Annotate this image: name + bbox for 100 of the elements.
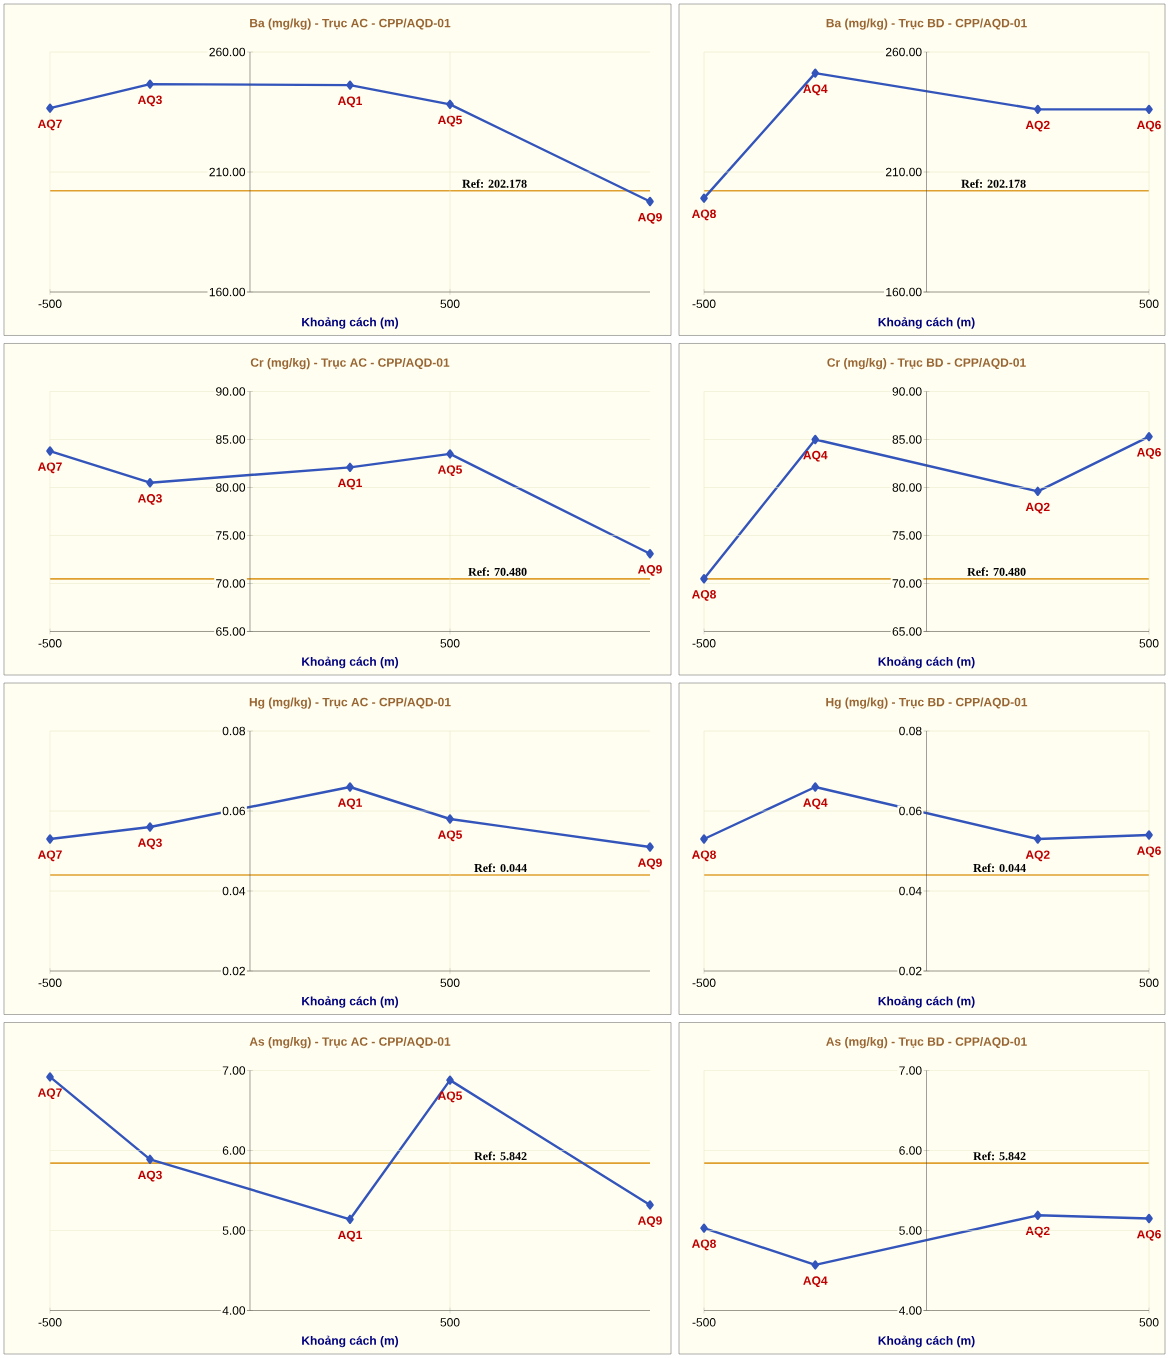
y-tick-label: 75.00 bbox=[216, 531, 246, 540]
annotation: AQ1 bbox=[337, 96, 362, 108]
point bbox=[811, 1260, 820, 1270]
x-tick-label: 500 bbox=[440, 299, 460, 309]
annotation: AQ4 bbox=[803, 1276, 828, 1288]
x-tick-label: 500 bbox=[1139, 1318, 1159, 1327]
point bbox=[811, 68, 820, 78]
point bbox=[46, 446, 54, 456]
y-tick-label: 0.02 bbox=[222, 966, 245, 976]
y-tick-label: 65.00 bbox=[892, 627, 922, 636]
ref-line-label: Ref: 70.480 bbox=[967, 567, 1026, 576]
annotation: AQ1 bbox=[337, 1230, 362, 1242]
chart-title: Cr (mg/kg) - Trục AC - CPP/AQD-01 bbox=[250, 357, 450, 370]
x-axis-title: Khoảng cách (m) bbox=[878, 317, 975, 329]
annotation: AQ5 bbox=[437, 465, 462, 477]
point bbox=[446, 814, 454, 824]
point bbox=[1033, 834, 1042, 844]
y-tick-label: 260.00 bbox=[885, 47, 922, 57]
x-axis-title: Khoảng cách (m) bbox=[302, 317, 399, 329]
y-tick-label: 0.04 bbox=[222, 886, 246, 896]
x-tick-label: 500 bbox=[440, 978, 460, 988]
x-axis-title: Khoảng cách (m) bbox=[302, 1335, 399, 1348]
point bbox=[811, 434, 820, 445]
x-axis-title: Khoảng cách (m) bbox=[302, 996, 399, 1008]
point bbox=[46, 1072, 54, 1082]
y-tick-label: 4.00 bbox=[222, 1306, 246, 1315]
chart-title: Hg (mg/kg) - Trục AC - CPP/AQD-01 bbox=[249, 697, 451, 709]
x-tick-label: 500 bbox=[440, 1318, 460, 1327]
annotation: AQ2 bbox=[1025, 502, 1050, 514]
point bbox=[146, 79, 154, 89]
annotation: AQ7 bbox=[37, 119, 62, 131]
point bbox=[346, 80, 354, 90]
ref-line-label: Ref: 202.178 bbox=[961, 179, 1026, 188]
y-tick-label: 210.00 bbox=[209, 167, 246, 177]
point bbox=[1145, 1213, 1153, 1224]
ref-line-label: Ref: 5.842 bbox=[474, 1151, 527, 1161]
annotation: AQ3 bbox=[137, 1170, 162, 1182]
point bbox=[1145, 830, 1153, 840]
y-tick-label: 0.06 bbox=[222, 806, 246, 816]
annotation: AQ9 bbox=[637, 212, 662, 224]
point bbox=[346, 1214, 354, 1224]
annotation: AQ9 bbox=[637, 858, 662, 870]
x-tick-label: -500 bbox=[692, 1318, 716, 1327]
chart-title: Hg (mg/kg) - Trục BD - CPP/AQD-01 bbox=[826, 697, 1028, 709]
y-tick-label: 7.00 bbox=[222, 1066, 246, 1075]
point bbox=[1033, 486, 1042, 497]
x-tick-label: -500 bbox=[38, 1318, 62, 1327]
point bbox=[646, 549, 654, 559]
annotation: AQ2 bbox=[1025, 120, 1050, 132]
y-tick-label: 0.08 bbox=[899, 726, 922, 736]
annotation: AQ6 bbox=[1136, 1229, 1161, 1241]
x-axis-title: Khoảng cách (m) bbox=[878, 656, 975, 669]
x-tick-label: 500 bbox=[1139, 978, 1159, 988]
y-tick-label: 160.00 bbox=[886, 287, 922, 297]
point bbox=[1145, 104, 1153, 115]
y-tick-label: 5.00 bbox=[222, 1226, 246, 1235]
annotation: AQ4 bbox=[803, 84, 828, 96]
point bbox=[1033, 1210, 1042, 1220]
annotation: AQ6 bbox=[1136, 447, 1161, 459]
annotation: AQ5 bbox=[437, 1091, 462, 1103]
point bbox=[446, 99, 454, 109]
y-tick-label: 85.00 bbox=[892, 435, 922, 444]
annotation: AQ5 bbox=[437, 830, 462, 842]
x-tick-label: 500 bbox=[1139, 639, 1159, 648]
ref-line-label: Ref: 0.044 bbox=[973, 863, 1026, 873]
annotation: AQ1 bbox=[337, 478, 362, 490]
y-tick-label: 260.00 bbox=[209, 47, 246, 57]
y-tick-label: 6.00 bbox=[899, 1146, 922, 1155]
annotation: AQ7 bbox=[37, 1088, 62, 1100]
chart-title: As (mg/kg) - Trục BD - CPP/AQD-01 bbox=[826, 1036, 1027, 1049]
y-tick-label: 0.08 bbox=[222, 726, 246, 736]
y-tick-label: 80.00 bbox=[892, 483, 922, 492]
annotation: AQ5 bbox=[437, 115, 462, 127]
y-tick-label: 70.00 bbox=[892, 579, 922, 588]
annotation: AQ6 bbox=[1136, 846, 1161, 858]
annotation: AQ4 bbox=[803, 450, 828, 462]
chart-title: As (mg/kg) - Trục AC - CPP/AQD-01 bbox=[249, 1036, 451, 1049]
y-tick-label: 0.04 bbox=[899, 886, 922, 896]
point bbox=[646, 842, 654, 852]
y-tick-label: 210.00 bbox=[885, 167, 922, 177]
annotation: AQ3 bbox=[137, 838, 162, 850]
y-tick-label: 5.00 bbox=[899, 1226, 922, 1235]
point bbox=[146, 822, 154, 832]
point bbox=[446, 449, 454, 459]
annotation: AQ4 bbox=[803, 798, 828, 810]
y-tick-label: 85.00 bbox=[216, 435, 246, 444]
chart-title: Ba (mg/kg) - Trục BD - CPP/AQD-01 bbox=[826, 18, 1027, 30]
point bbox=[1033, 104, 1042, 115]
point bbox=[700, 193, 708, 203]
x-axis-title: Khoảng cách (m) bbox=[878, 996, 975, 1008]
point bbox=[700, 1223, 708, 1233]
x-axis-title: Khoảng cách (m) bbox=[878, 1335, 975, 1348]
x-tick-label: -500 bbox=[38, 978, 62, 988]
ref-line-label: Ref: 202.178 bbox=[462, 179, 527, 188]
point bbox=[700, 574, 708, 584]
x-tick-label: -500 bbox=[692, 299, 716, 309]
x-tick-label: -500 bbox=[692, 639, 716, 648]
annotation: AQ8 bbox=[691, 1239, 716, 1251]
annotation: AQ2 bbox=[1025, 1226, 1050, 1238]
annotation: AQ7 bbox=[37, 850, 62, 862]
